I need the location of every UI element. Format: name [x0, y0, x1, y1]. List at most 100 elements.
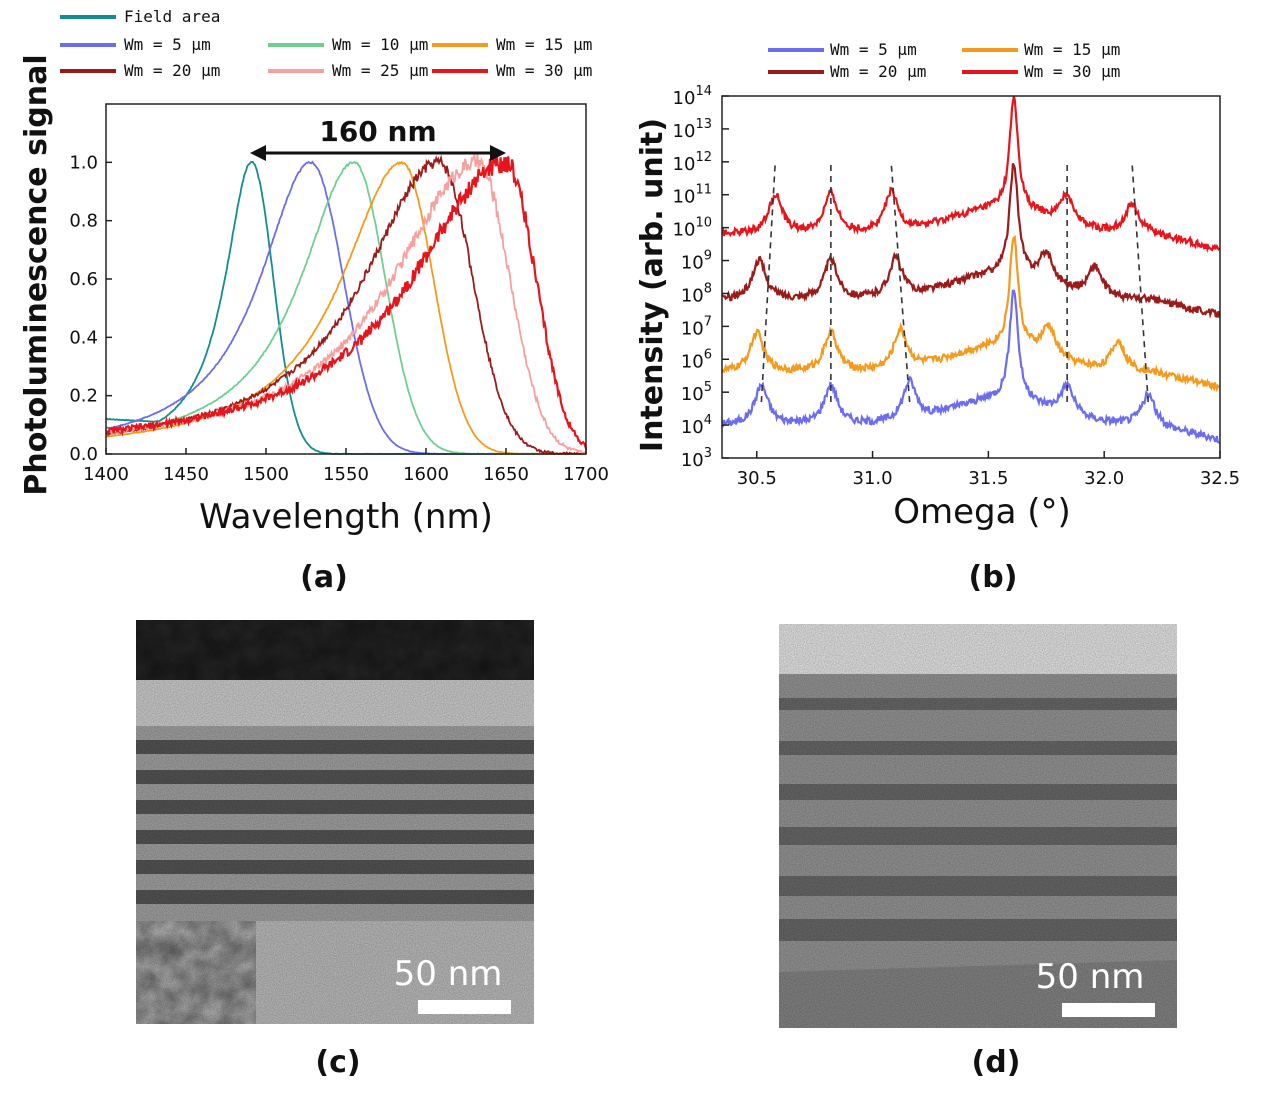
y-tick-base: 10: [681, 318, 704, 339]
panel-d-tem-image: 50 nm (d): [779, 624, 1177, 1080]
panel-b-curves: [720, 95, 1221, 444]
y-tick-label: 0.6: [69, 269, 98, 290]
y-tick-label: 0.4: [69, 327, 98, 348]
series-line-1: [720, 235, 1221, 393]
legend-entry: Wm = 15 µm: [496, 35, 592, 54]
y-tick-exponent: 14: [695, 84, 712, 99]
y-tick-label: 108: [681, 281, 712, 306]
x-tick-label: 1700: [563, 464, 609, 485]
legend-entry: Wm = 15 µm: [1024, 40, 1120, 59]
y-tick-base: 10: [681, 384, 704, 405]
panel-c-label: (c): [315, 1045, 360, 1080]
panel-b-ylabel: Intensity (arb. unit): [635, 118, 670, 452]
y-tick-label: 103: [681, 446, 712, 471]
legend-entry: Wm = 25 µm: [332, 61, 428, 80]
y-tick-base: 10: [673, 154, 696, 175]
series-line-5: [105, 152, 587, 457]
legend-entry: Wm = 5 µm: [124, 35, 211, 54]
y-tick-label: 105: [681, 380, 712, 405]
x-tick-label: 32.0: [1084, 468, 1124, 489]
tem-d-noise: [779, 674, 1177, 1028]
annotation-arrow-right: [490, 145, 506, 161]
y-tick-label: 1011: [673, 183, 712, 208]
y-tick-label: 1014: [673, 84, 712, 109]
y-tick-exponent: 7: [704, 314, 712, 329]
y-tick-label: 104: [681, 413, 712, 438]
y-tick-exponent: 6: [704, 347, 712, 362]
y-tick-exponent: 12: [695, 150, 712, 165]
y-tick-base: 10: [681, 285, 704, 306]
x-tick-label: 1550: [323, 464, 369, 485]
y-tick-exponent: 9: [704, 249, 712, 264]
series-line-2: [721, 162, 1221, 319]
panel-a-annotation: 160 nm: [250, 115, 506, 161]
panel-b-y-ticks: 1031041051061071081091010101110121013101…: [673, 84, 729, 471]
legend-entry: Wm = 20 µm: [124, 61, 220, 80]
y-tick-label: 1.0: [69, 152, 98, 173]
x-tick-label: 30.5: [737, 468, 777, 489]
panel-b-xlabel: Omega (°): [893, 492, 1071, 532]
y-tick-exponent: 11: [695, 183, 712, 198]
y-tick-exponent: 10: [695, 216, 712, 231]
series-line-3: [721, 95, 1221, 254]
y-tick-base: 10: [673, 187, 696, 208]
tem-c-scale-label: 50 nm: [394, 954, 503, 994]
y-tick-label: 1012: [673, 150, 712, 175]
tem-c-scale-bar: [418, 1000, 511, 1014]
y-tick-label: 0.0: [69, 444, 98, 465]
y-tick-base: 10: [681, 417, 704, 438]
y-tick-exponent: 4: [704, 413, 712, 428]
panel-a-legend: Field area Wm = 5 µm Wm = 10 µm Wm = 15 µm W…: [60, 7, 592, 80]
y-tick-label: 107: [681, 314, 712, 339]
panel-a-y-ticks: 0.0 0.2 0.4 0.6 0.8 1.0: [69, 152, 112, 465]
panel-b-x-ticks: 30.5 31.0 31.5 32.0 32.5: [737, 451, 1240, 489]
tem-c-noise: [136, 620, 534, 1024]
legend-entry: Field area: [124, 7, 220, 26]
y-tick-label: 109: [681, 249, 712, 274]
y-tick-base: 10: [673, 220, 696, 241]
x-tick-label: 32.5: [1200, 468, 1240, 489]
panel-a-label: (a): [300, 560, 348, 595]
y-tick-base: 10: [673, 88, 696, 109]
panel-b-frame: [721, 95, 1221, 459]
panel-d-label: (d): [972, 1045, 1021, 1080]
panel-b-guide-lines: [760, 161, 1149, 403]
panel-a-xlabel: Wavelength (nm): [199, 497, 493, 537]
legend-entry: Wm = 10 µm: [332, 35, 428, 54]
panel-a-x-ticks: 1400 1450 1500 1550 1600 1650 1700: [83, 448, 609, 485]
tem-d-scale-label: 50 nm: [1036, 957, 1145, 997]
panel-a-ylabel: Photoluminescence signal: [19, 54, 54, 495]
satellite-guide-line-0: [760, 161, 777, 403]
y-tick-exponent: 3: [704, 446, 712, 461]
annotation-arrow-left: [250, 145, 266, 161]
x-tick-label: 1450: [163, 464, 209, 485]
x-tick-label: 1600: [403, 464, 449, 485]
x-tick-label: 1500: [243, 464, 289, 485]
x-tick-label: 1650: [483, 464, 529, 485]
panel-a-curves: [105, 152, 588, 457]
panel-b-label: (b): [969, 560, 1018, 595]
x-tick-label: 31.5: [968, 468, 1008, 489]
y-tick-base: 10: [681, 253, 704, 274]
tem-d-scale-bar: [1062, 1003, 1155, 1017]
legend-entry: Wm = 20 µm: [830, 62, 926, 81]
series-line-6: [105, 154, 588, 449]
satellite-guide-line-4: [1131, 161, 1149, 403]
y-tick-label: 0.2: [69, 386, 98, 407]
y-tick-label: 1010: [673, 216, 712, 241]
y-tick-base: 10: [681, 450, 704, 471]
y-tick-exponent: 8: [704, 281, 712, 296]
annotation-label: 160 nm: [319, 115, 436, 148]
x-tick-label: 1400: [83, 464, 129, 485]
panel-a-chart: Field area Wm = 5 µm Wm = 10 µm Wm = 15 µm W…: [19, 7, 609, 595]
y-tick-base: 10: [681, 351, 704, 372]
y-tick-label: 106: [681, 347, 712, 372]
x-tick-label: 31.0: [853, 468, 893, 489]
series-line-0: [721, 289, 1220, 444]
legend-entry: Wm = 30 µm: [496, 61, 592, 80]
y-tick-label: 1013: [673, 117, 712, 142]
legend-entry: Wm = 30 µm: [1024, 62, 1120, 81]
panel-b-legend: Wm = 5 µm Wm = 15 µm Wm = 20 µm Wm = 30 µm: [768, 40, 1120, 81]
